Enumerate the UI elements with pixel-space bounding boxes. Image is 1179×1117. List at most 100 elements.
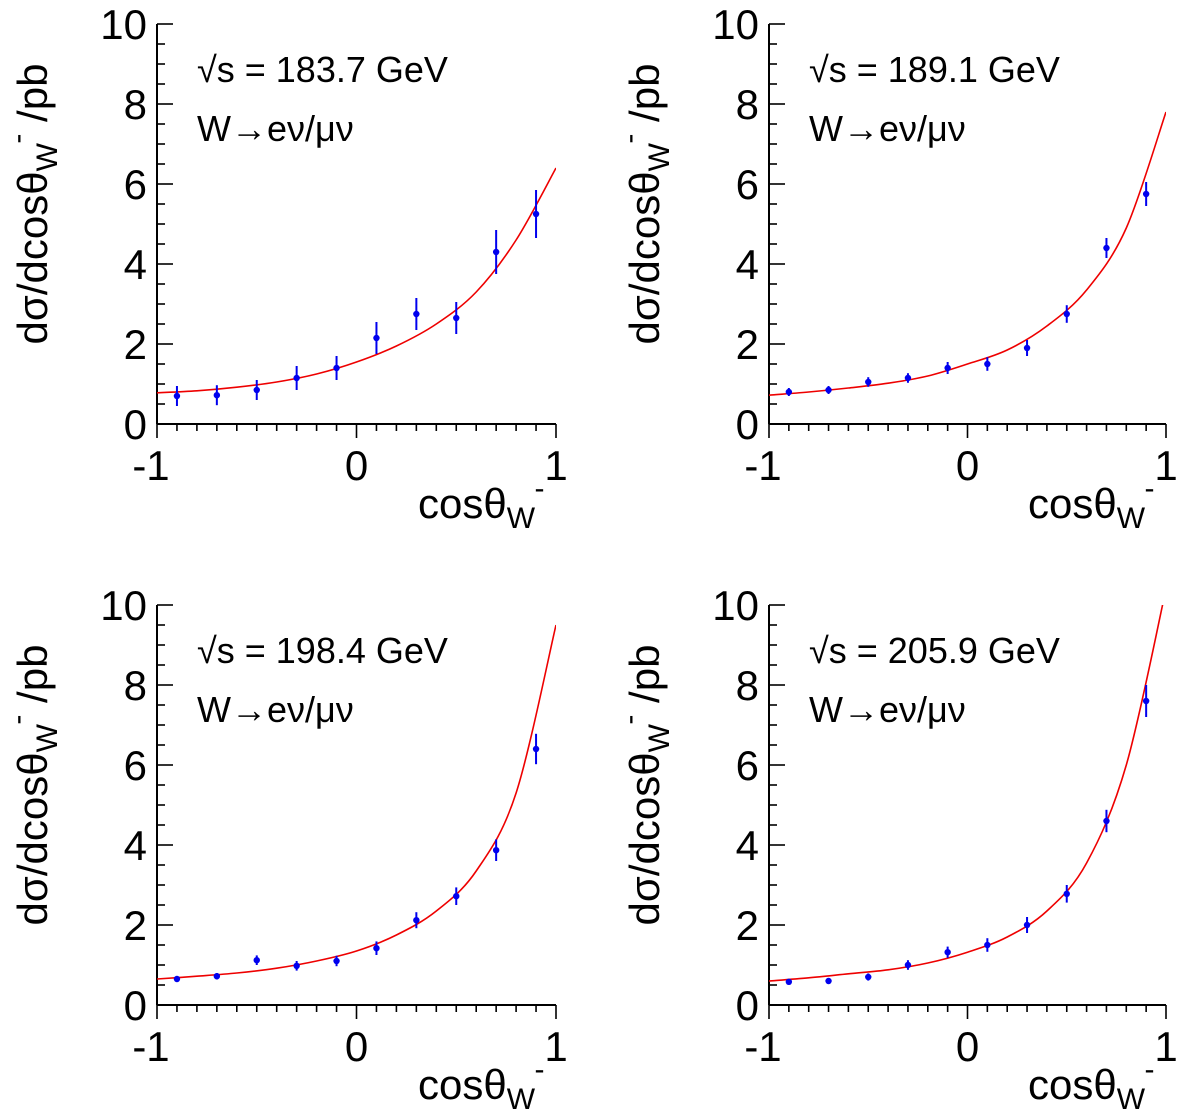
data-point [944,949,951,956]
y-tick-label: 0 [736,401,759,448]
data-point [453,314,460,322]
y-tick-label: 0 [124,401,147,448]
y-axis-title: dσ/dcosθW- /pb [1,64,64,345]
y-axis-title: dσ/dcosθW- /pb [1,645,64,926]
y-tick-label: 8 [736,81,759,128]
data-point [1103,244,1110,252]
data-point [1023,344,1031,352]
data-point [293,374,300,382]
y-tick-label: 6 [736,161,759,208]
energy-label: √s = 205.9 GeV [809,630,1060,671]
data-point [944,364,951,372]
energy-label: √s = 183.7 GeV [197,49,448,90]
y-tick-label: 4 [736,241,759,288]
x-tick-label: -1 [132,1023,169,1070]
x-tick-label: 0 [956,442,979,489]
decay-channel-label: W→eν/μν [197,689,354,730]
data-point [373,945,380,952]
data-point [904,374,912,382]
data-point [492,847,500,854]
data-point [413,917,420,924]
data-point [373,334,380,342]
data-point [333,364,340,372]
data-point [293,962,300,969]
data-point [1142,190,1150,198]
fit-curve [157,624,556,980]
data-point [984,941,991,949]
data-point [1103,817,1110,825]
y-tick-label: 0 [124,982,147,1029]
y-tick-label: 6 [124,161,147,208]
data-point [213,392,221,399]
data-point [213,973,221,980]
x-axis-title: cosθW- [1028,472,1155,535]
x-tick-label: 0 [345,442,368,489]
y-axis-title: dσ/dcosθW- /pb [613,645,676,926]
data-point [1063,890,1070,897]
data-point [825,977,832,985]
y-tick-label: 2 [736,321,759,368]
data-point [1142,697,1150,705]
decay-channel-label: W→eν/μν [197,108,354,149]
y-tick-label: 4 [124,822,147,869]
y-tick-label: 0 [736,982,759,1029]
y-tick-label: 4 [124,241,147,288]
data-point [984,360,991,368]
data-point [785,388,793,396]
data-point [253,386,260,394]
y-tick-label: 6 [736,742,759,789]
fit-curve [769,111,1166,396]
energy-label: √s = 198.4 GeV [197,630,448,671]
y-tick-label: 10 [712,1,759,48]
y-tick-label: 8 [124,81,147,128]
data-point [173,392,181,400]
x-axis-title: cosθW- [418,472,545,535]
y-tick-label: 2 [124,321,147,368]
y-axis-title: dσ/dcosθW- /pb [613,64,676,345]
data-point [532,210,540,218]
fit-curve [157,167,556,394]
data-point [173,975,181,983]
x-tick-label: -1 [744,1023,781,1070]
y-tick-label: 10 [100,582,147,629]
data-point [865,378,872,386]
x-tick-label: 1 [1154,442,1177,489]
energy-label: √s = 189.1 GeV [809,49,1060,90]
data-point [333,957,340,965]
data-point [1063,310,1070,318]
x-tick-label: 0 [345,1023,368,1070]
y-tick-label: 8 [124,662,147,709]
x-tick-label: -1 [744,442,781,489]
y-tick-label: 4 [736,822,759,869]
x-axis-title: cosθW- [1028,1053,1155,1116]
data-point [785,978,793,985]
data-point [825,386,832,394]
x-tick-label: -1 [132,442,169,489]
data-point [453,893,460,900]
data-point [865,973,872,981]
y-tick-label: 2 [124,902,147,949]
x-tick-label: 1 [544,1023,567,1070]
data-point [1023,921,1031,929]
y-tick-label: 6 [124,742,147,789]
y-tick-label: 2 [736,902,759,949]
decay-channel-label: W→eν/μν [809,689,966,730]
data-point [532,745,540,753]
x-tick-label: 1 [1154,1023,1177,1070]
x-axis-title: cosθW- [418,1053,545,1116]
data-point [492,248,500,256]
y-tick-label: 10 [100,1,147,48]
decay-channel-label: W→eν/μν [809,108,966,149]
data-point [253,957,260,964]
y-tick-label: 10 [712,582,759,629]
x-tick-label: 0 [956,1023,979,1070]
y-tick-label: 8 [736,662,759,709]
x-tick-label: 1 [544,442,567,489]
data-point [413,310,420,318]
data-point [904,961,912,969]
